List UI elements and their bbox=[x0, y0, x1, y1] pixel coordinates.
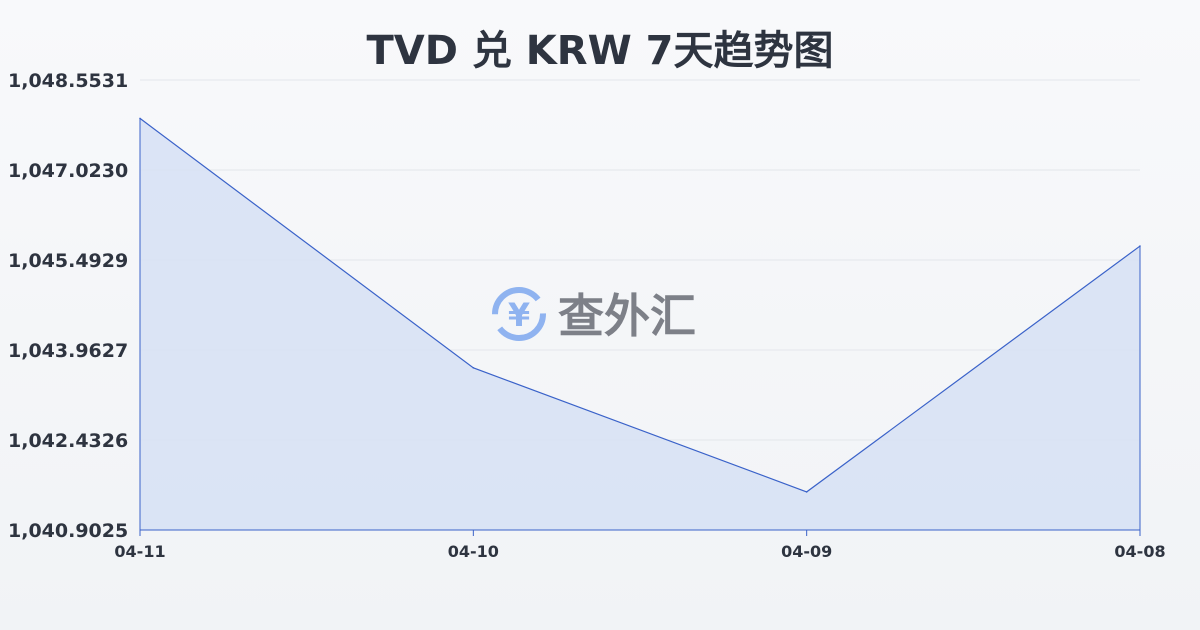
data-point bbox=[805, 491, 808, 493]
data-point bbox=[1139, 245, 1141, 247]
y-tick-label: 1,043.9627 bbox=[8, 340, 128, 362]
area-fill bbox=[140, 118, 1140, 530]
x-tick-label: 04-09 bbox=[781, 542, 832, 561]
x-tick-label: 04-08 bbox=[1114, 542, 1165, 561]
x-tick-label: 04-10 bbox=[448, 542, 499, 561]
y-tick-label: 1,048.5531 bbox=[8, 70, 128, 92]
y-tick-label: 1,042.4326 bbox=[8, 430, 128, 452]
series-line bbox=[139, 117, 1141, 493]
y-tick-label: 1,047.0230 bbox=[8, 160, 128, 182]
exchange-icon bbox=[492, 287, 546, 341]
x-tick-label: 04-11 bbox=[114, 542, 165, 561]
y-tick-label: 1,045.4929 bbox=[8, 250, 128, 272]
y-tick-label: 1,040.9025 bbox=[8, 520, 128, 542]
data-point bbox=[472, 367, 475, 369]
watermark-logo: ¥ 查外汇 bbox=[492, 287, 696, 343]
yen-icon: ¥ bbox=[508, 296, 530, 334]
watermark-text: 查外汇 bbox=[558, 289, 696, 343]
chart-title: TVD 兑 KRW 7天趋势图 bbox=[366, 28, 834, 74]
data-point bbox=[139, 117, 141, 120]
